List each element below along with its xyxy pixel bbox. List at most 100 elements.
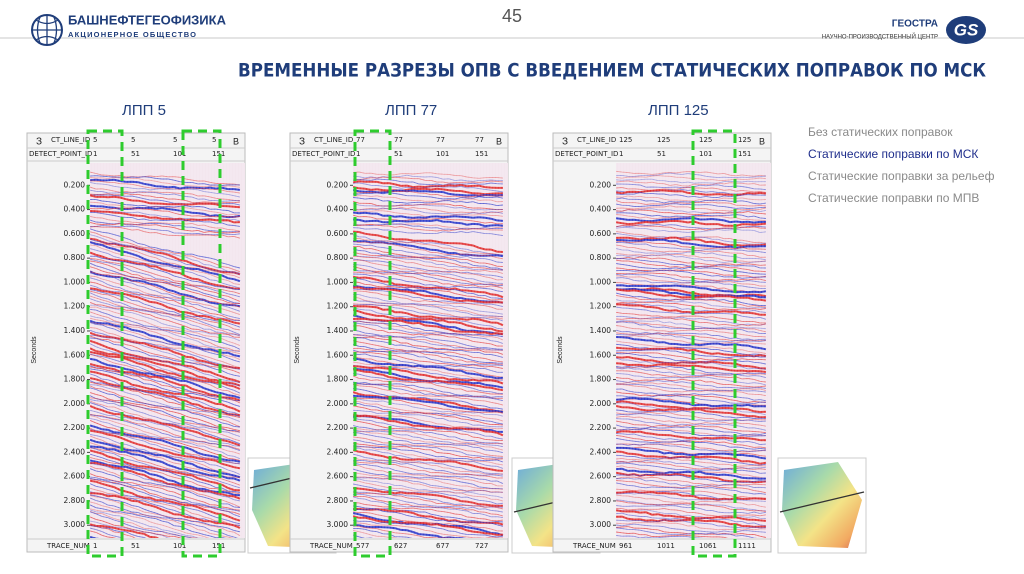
seismic-event <box>353 230 504 253</box>
seismic-event <box>353 429 504 448</box>
seismic-event <box>90 449 241 492</box>
legend-item: Статические поправки за рельеф <box>808 169 995 183</box>
seismic-event <box>90 306 241 347</box>
seismic-event <box>353 495 504 517</box>
seismic-event <box>353 237 504 256</box>
highlight-box <box>691 129 737 558</box>
seismic-event <box>90 494 241 533</box>
header-row-value: 125 <box>657 136 670 144</box>
footer-label: TRACE_NUM <box>572 542 616 550</box>
seismic-event <box>616 225 767 231</box>
time-tick-label: 0.800 <box>590 253 612 262</box>
seismic-event <box>90 516 182 538</box>
time-tick-label: 2.200 <box>327 423 349 432</box>
seismic-event <box>353 325 504 347</box>
seismic-event <box>616 203 766 209</box>
seismic-event <box>353 383 504 406</box>
seismic-event <box>90 453 241 493</box>
seismic-event <box>90 456 241 495</box>
seismic-event <box>353 227 504 237</box>
seismic-event <box>353 224 504 232</box>
seismic-event <box>90 262 241 304</box>
seismic-event <box>616 248 767 261</box>
seismic-event <box>353 337 504 358</box>
seismic-event <box>616 183 767 191</box>
time-tick-label: 1.000 <box>64 277 86 286</box>
seismic-image <box>90 163 245 538</box>
seismic-event <box>616 256 767 266</box>
seismic-event <box>90 368 241 407</box>
header-row-value: 125 <box>699 136 712 144</box>
seismic-event <box>616 192 767 198</box>
seismic-event <box>616 231 767 244</box>
seismic-event <box>353 186 503 196</box>
seismic-event <box>353 442 504 460</box>
time-tick-label: 1.600 <box>327 350 349 359</box>
header-row-value: 101 <box>699 150 712 158</box>
seismic-event <box>353 234 504 256</box>
location-map <box>777 457 867 554</box>
seismic-panel: ЛПП 77З ВCT_LINE_ID 77 77 77 77DETECT_POINT_I… <box>289 102 601 558</box>
seismic-event <box>616 509 767 519</box>
seismic-event <box>353 472 504 490</box>
seismic-event <box>616 467 767 480</box>
time-tick-label: 2.800 <box>327 496 349 505</box>
west-marker: З <box>36 137 42 148</box>
slide-title: ВРЕМЕННЫЕ РАЗРЕЗЫ ОПВ С ВВЕДЕНИЕМ СТАТИЧ… <box>238 60 986 82</box>
seismic-event <box>353 508 504 527</box>
seismic-event <box>353 413 504 430</box>
header-row-label: CT_LINE_ID <box>577 136 616 144</box>
seismic-event <box>616 430 767 442</box>
seismic-event <box>353 343 504 364</box>
seismic-event <box>616 180 767 187</box>
highlight-box <box>353 129 392 558</box>
seismic-event <box>616 253 767 263</box>
seismic-event <box>353 365 504 385</box>
footer-value: 627 <box>394 542 407 550</box>
seismic-event <box>353 256 504 274</box>
header-row-value: 5 <box>173 136 177 144</box>
seismic-event <box>616 284 767 294</box>
seismic-event <box>616 329 767 341</box>
time-tick-label: 2.400 <box>590 447 612 456</box>
seismic-event <box>353 493 504 513</box>
seismic-event <box>353 353 504 373</box>
seismic-event <box>90 476 241 512</box>
seismic-event <box>353 525 457 538</box>
seismic-event <box>616 333 767 343</box>
seismic-event <box>353 211 504 222</box>
seismic-event <box>353 317 504 336</box>
seismic-event <box>616 388 767 402</box>
seismic-event <box>616 240 767 250</box>
seismic-event <box>90 384 241 423</box>
time-tick-label: 2.800 <box>64 496 86 505</box>
legend: Без статических поправок Статические попр… <box>808 125 995 205</box>
seismic-event <box>616 273 767 283</box>
time-tick-label: 1.200 <box>327 302 349 311</box>
seismic-event <box>353 203 504 211</box>
seismic-event <box>616 492 767 502</box>
logo-subtitle: АКЦИОНЕРНОЕ ОБЩЕСТВО <box>68 30 197 39</box>
map-area <box>782 462 862 548</box>
seismic-event <box>353 258 504 278</box>
seismic-event <box>90 462 241 502</box>
seismic-event <box>90 478 241 518</box>
seismic-event <box>353 207 504 215</box>
seismic-event <box>90 387 241 428</box>
seismic-event <box>616 462 767 474</box>
seismic-event <box>616 242 767 254</box>
seismic-event <box>353 206 504 214</box>
seismic-event <box>616 200 767 207</box>
seismic-event <box>616 209 767 215</box>
seismic-event <box>90 212 241 227</box>
seismic-event <box>90 478 241 515</box>
seismic-event <box>616 380 767 389</box>
seismic-event <box>616 477 767 489</box>
seismic-event <box>90 198 241 214</box>
seismic-event <box>90 289 241 328</box>
globe-lines <box>32 15 62 45</box>
header-row-label: CT_LINE_ID <box>314 136 353 144</box>
seismic-event <box>90 331 241 370</box>
seismic-event <box>90 446 241 489</box>
seismic-event <box>616 446 767 460</box>
